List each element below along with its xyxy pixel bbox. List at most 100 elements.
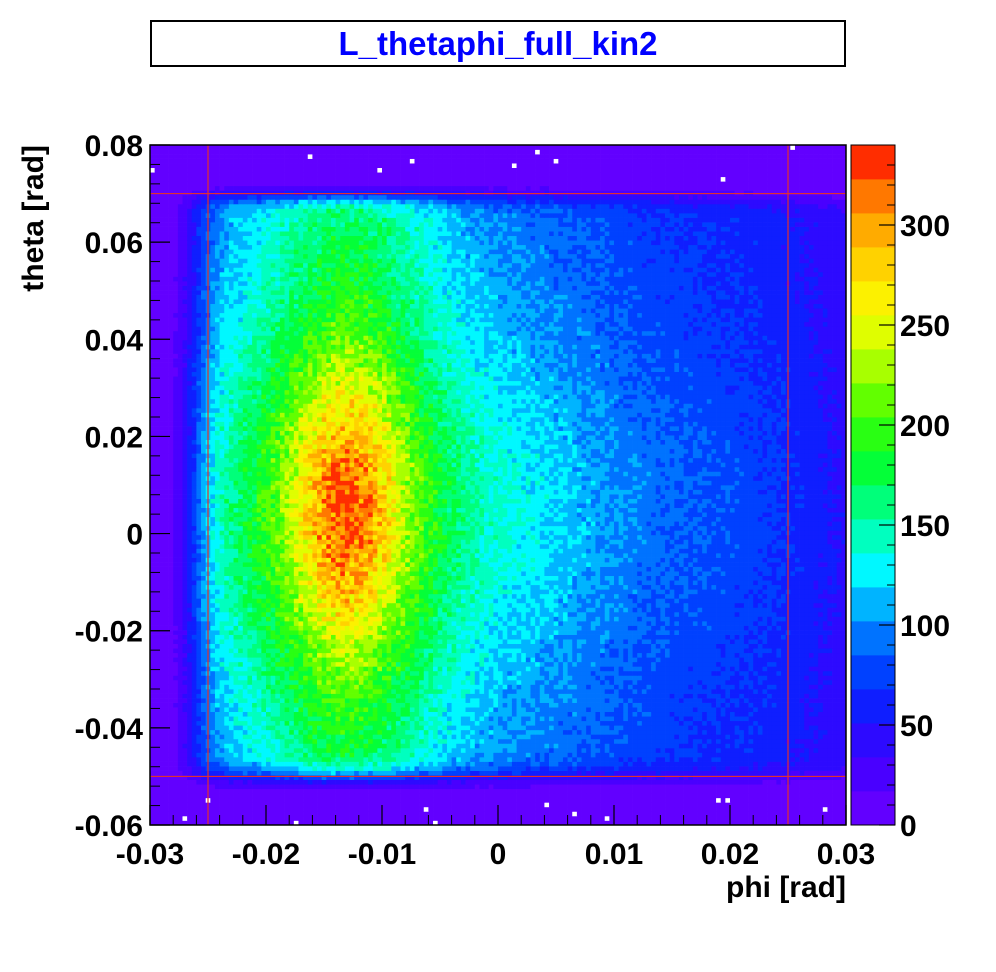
heatmap-cell xyxy=(623,811,628,816)
heatmap-cell xyxy=(247,698,252,703)
heatmap-cell xyxy=(266,780,271,785)
heatmap-cell xyxy=(832,802,837,807)
heatmap-cell xyxy=(702,752,707,757)
heatmap-cell xyxy=(229,798,234,803)
heatmap-cell xyxy=(790,716,795,721)
heatmap-cell xyxy=(804,675,809,680)
heatmap-cell xyxy=(187,684,192,689)
heatmap-cell xyxy=(475,748,480,753)
heatmap-cell xyxy=(220,739,225,744)
heatmap-cell xyxy=(159,734,164,739)
heatmap-cell xyxy=(614,757,619,762)
heatmap-cell xyxy=(359,698,364,703)
heatmap-cell xyxy=(419,716,424,721)
heatmap-cell xyxy=(795,734,800,739)
heatmap-cell xyxy=(772,766,777,771)
heatmap-cell xyxy=(215,734,220,739)
heatmap-cell xyxy=(456,762,461,767)
heatmap-cell xyxy=(312,707,317,712)
heatmap-cell xyxy=(308,734,313,739)
heatmap-cell xyxy=(368,698,373,703)
heatmap-cell xyxy=(234,802,239,807)
heatmap-cell xyxy=(651,675,656,680)
heatmap-cell xyxy=(800,689,805,694)
heatmap-cell xyxy=(586,771,591,776)
heatmap-cell xyxy=(512,703,517,708)
heatmap-cell xyxy=(544,684,549,689)
heatmap-cell xyxy=(247,789,252,794)
heatmap-cell xyxy=(749,784,754,789)
heatmap-cell xyxy=(827,748,832,753)
heatmap-cell xyxy=(744,771,749,776)
heatmap-cell xyxy=(252,793,257,798)
heatmap-cell xyxy=(331,680,336,685)
heatmap-cell xyxy=(646,793,651,798)
heatmap-cell xyxy=(642,689,647,694)
heatmap-cell xyxy=(201,671,206,676)
heatmap-cell xyxy=(419,784,424,789)
heatmap-cell xyxy=(493,707,498,712)
heatmap-cell xyxy=(591,789,596,794)
heatmap-cell xyxy=(804,703,809,708)
heatmap-cell xyxy=(326,807,331,812)
heatmap-cell xyxy=(503,789,508,794)
heatmap-cell xyxy=(484,689,489,694)
heatmap-cell xyxy=(289,784,294,789)
heatmap-cell xyxy=(674,707,679,712)
heatmap-cell xyxy=(159,730,164,735)
heatmap-cell xyxy=(326,707,331,712)
heatmap-cell xyxy=(424,762,429,767)
heatmap-cell xyxy=(637,752,642,757)
heatmap-cell xyxy=(303,802,308,807)
heatmap-cell xyxy=(368,721,373,726)
heatmap-cell xyxy=(247,712,252,717)
heatmap-cell xyxy=(289,730,294,735)
heatmap-cell xyxy=(660,807,665,812)
heatmap-cell xyxy=(164,739,169,744)
heatmap-cell xyxy=(433,780,438,785)
heatmap-cell xyxy=(582,739,587,744)
heatmap-cell xyxy=(577,766,582,771)
heatmap-cell xyxy=(275,743,280,748)
heatmap-cell xyxy=(804,694,809,699)
heatmap-cell xyxy=(271,716,276,721)
heatmap-cell xyxy=(804,707,809,712)
heatmap-cell xyxy=(312,816,317,821)
heatmap-cell xyxy=(475,784,480,789)
heatmap-cell xyxy=(308,748,313,753)
heatmap-cell xyxy=(809,762,814,767)
heatmap-cell xyxy=(210,689,215,694)
heatmap-cell xyxy=(503,730,508,735)
heatmap-cell xyxy=(530,703,535,708)
heatmap-cell xyxy=(707,739,712,744)
heatmap-cell xyxy=(368,752,373,757)
heatmap-cell xyxy=(628,789,633,794)
heatmap-cell xyxy=(192,671,197,676)
heatmap-cell xyxy=(201,680,206,685)
heatmap-cell xyxy=(600,734,605,739)
heatmap-cell xyxy=(642,752,647,757)
heatmap-cell xyxy=(651,684,656,689)
heatmap-cell xyxy=(484,716,489,721)
heatmap-cell xyxy=(317,684,322,689)
heatmap-cell xyxy=(711,780,716,785)
heatmap-cell xyxy=(674,798,679,803)
heatmap-cell xyxy=(530,684,535,689)
heatmap-cell xyxy=(466,789,471,794)
heatmap-cell xyxy=(257,784,262,789)
heatmap-cell xyxy=(725,752,730,757)
heatmap-cell xyxy=(595,694,600,699)
heatmap-cell xyxy=(730,716,735,721)
heatmap-cell xyxy=(814,721,819,726)
heatmap-cell xyxy=(387,789,392,794)
heatmap-cell xyxy=(336,712,341,717)
heatmap-cell xyxy=(298,766,303,771)
heatmap-cell xyxy=(827,811,832,816)
heatmap-cell xyxy=(479,694,484,699)
heatmap-cell xyxy=(698,725,703,730)
heatmap-cell xyxy=(252,757,257,762)
heatmap-cell xyxy=(470,766,475,771)
heatmap-cell xyxy=(809,793,814,798)
heatmap-cell xyxy=(749,798,754,803)
heatmap-cell xyxy=(716,780,721,785)
